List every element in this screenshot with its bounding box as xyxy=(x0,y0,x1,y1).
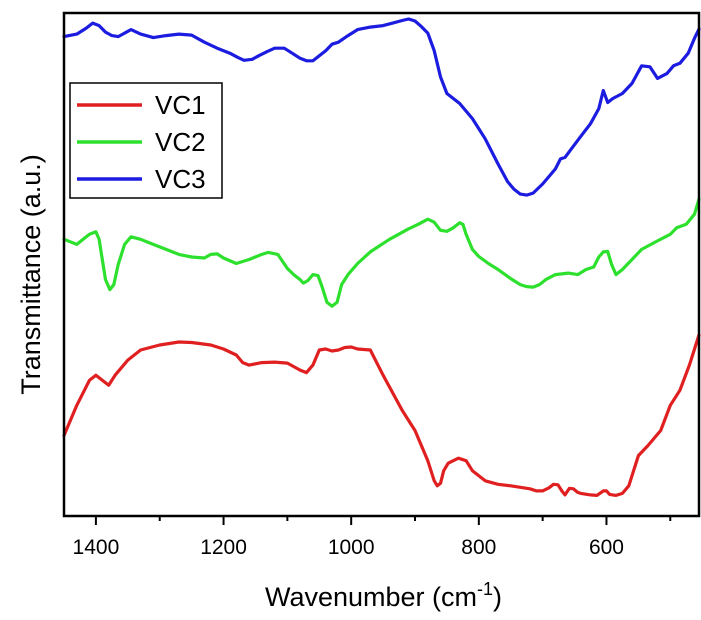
series-line-vc1 xyxy=(62,333,701,497)
plot-frame xyxy=(62,11,701,518)
legend: VC1 VC2 VC3 xyxy=(69,82,223,199)
x-tick-label: 1000 xyxy=(328,536,375,559)
series-line-vc2 xyxy=(62,197,701,308)
series-layer xyxy=(62,17,701,497)
x-tick-label: 800 xyxy=(461,536,496,559)
x-tick-label: 600 xyxy=(589,536,624,559)
legend-label-vc3: VC3 xyxy=(155,164,206,194)
legend-label-vc2: VC2 xyxy=(155,127,206,157)
x-tick-label: 1400 xyxy=(73,536,120,559)
y-axis-title: Transmittance (a.u.) xyxy=(16,154,46,395)
x-tick-label: 1200 xyxy=(200,536,247,559)
series-line-vc3 xyxy=(62,17,701,197)
x-axis-title: Wavenumber (cm-1) xyxy=(265,579,502,612)
x-axis-ticks: 1400 1200 1000 800 600 xyxy=(73,516,672,559)
legend-label-vc1: VC1 xyxy=(155,90,206,120)
